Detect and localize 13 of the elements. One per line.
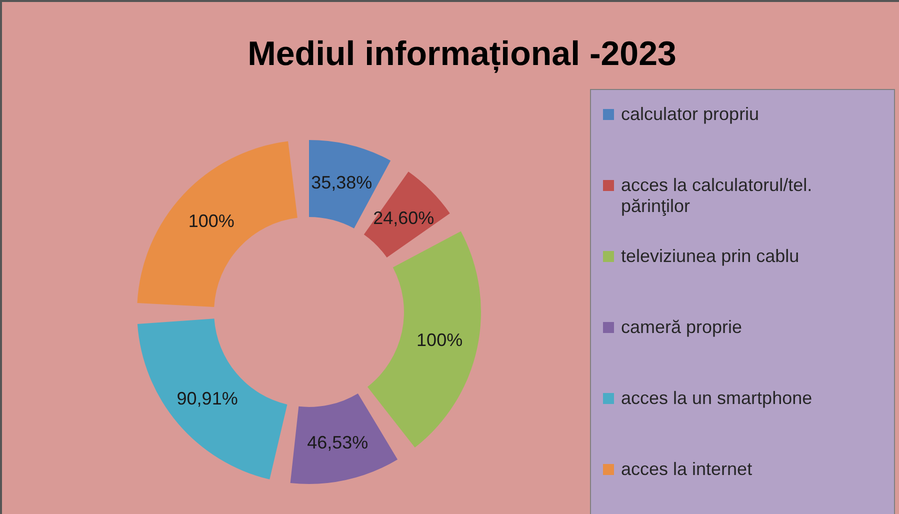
legend-label: acces la un smartphone	[621, 388, 812, 409]
data-label: 35,38%	[311, 172, 372, 193]
chart-title: Mediul informațional -2023	[246, 35, 678, 74]
data-label: 90,91%	[176, 388, 238, 408]
legend-label: calculator propriu	[621, 104, 760, 125]
legend-label: cameră proprie	[621, 317, 742, 338]
data-label: 24,60%	[373, 208, 434, 228]
data-label: 100%	[188, 210, 234, 231]
data-label: 100%	[416, 330, 463, 350]
legend-label: televiziunea prin cablu	[621, 246, 800, 267]
legend-label: acces la internet	[621, 459, 752, 480]
data-label: 46,53%	[307, 432, 368, 452]
legend-label: acces la calculatorul/tel. părinţilor	[621, 175, 814, 217]
